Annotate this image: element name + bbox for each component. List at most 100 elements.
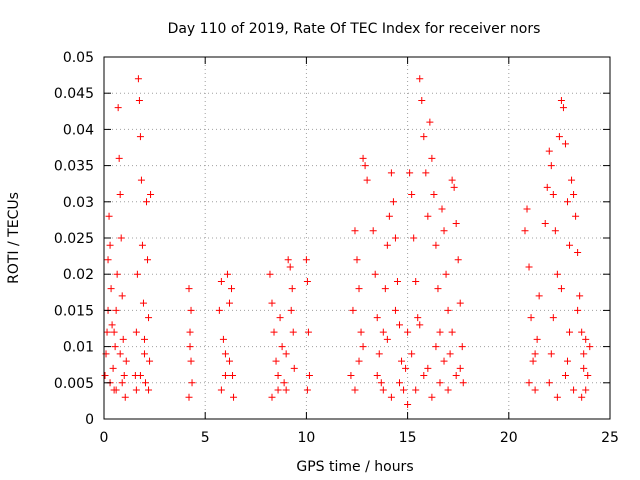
data-point [145,314,153,322]
data-point [280,379,288,387]
data-point [400,386,408,394]
data-point [119,335,127,343]
data-point [383,241,391,249]
data-point [549,191,557,199]
data-point [303,386,311,394]
data-point [432,241,440,249]
data-point [545,379,553,387]
data-point [418,96,426,104]
data-point [566,241,574,249]
data-point [225,299,233,307]
data-point [547,350,555,358]
data-point [580,350,588,358]
y-tick-label: 0.015 [54,303,94,319]
data-point [434,285,442,293]
data-point [111,343,119,351]
y-tick-label: 0.045 [54,86,94,102]
data-point [302,256,310,264]
data-point [287,306,295,314]
data-point [383,335,391,343]
data-point [547,162,555,170]
y-tick-label: 0.02 [63,267,94,283]
data-point [217,277,225,285]
data-point [147,191,155,199]
data-point [561,140,569,148]
data-point [215,306,223,314]
data-point [144,256,152,264]
data-point [396,321,404,329]
data-point [118,379,126,387]
data-point [284,256,292,264]
data-point [140,335,148,343]
data-point [121,393,129,401]
data-point [420,133,428,141]
data-point [116,350,124,358]
data-point [268,393,276,401]
data-point [268,299,276,307]
data-point [424,212,432,220]
data-point [115,154,123,162]
x-tick-label: 5 [201,430,210,446]
axis-ticks: 0 0.005 0.01 0.015 0.02 0.025 0.03 0.035 0.04 0.0… [54,50,619,446]
y-tick-label: 0.025 [54,231,94,247]
data-point [553,393,561,401]
data-point [108,321,116,329]
data-point [389,198,397,206]
data-point [188,379,196,387]
data-point [404,401,412,409]
data-point [304,328,312,336]
data-point [351,386,359,394]
data-point [140,350,148,358]
data-point [221,372,229,380]
data-point [396,379,404,387]
data-point [448,328,456,336]
data-point [582,386,590,394]
data-point [574,306,582,314]
data-point [402,364,410,372]
data-point [122,357,130,365]
y-tick-label: 0.035 [54,159,94,175]
data-point [559,104,567,112]
data-point [393,277,401,285]
data-point [105,212,113,220]
data-point [428,154,436,162]
data-point [276,314,284,322]
data-point [369,227,377,235]
data-point [145,386,153,394]
data-point [219,335,227,343]
data-point [436,328,444,336]
data-point [428,393,436,401]
data-point [186,343,194,351]
data-point [359,154,367,162]
data-point [563,198,571,206]
data-point [228,285,236,293]
data-point [274,372,282,380]
data-point [568,176,576,184]
data-point [416,321,424,329]
data-point [440,227,448,235]
data-point [398,357,406,365]
data-point [138,241,146,249]
x-axis-title: GPS time / hours [296,459,413,475]
data-point [391,234,399,242]
data-point [305,372,313,380]
data-point [541,220,549,228]
chart-title: Day 110 of 2019, Rate Of TEC Index for r… [168,21,541,37]
data-point [551,227,559,235]
data-point [223,270,231,278]
data-point [563,357,571,365]
data-point [286,263,294,271]
data-point [101,372,109,380]
data-point [412,386,420,394]
data-point [139,299,147,307]
data-point [424,364,432,372]
data-point [132,328,140,336]
data-point [586,343,594,351]
data-point [408,350,416,358]
data-point [133,270,141,278]
data-point [146,357,154,365]
data-point [377,379,385,387]
data-point [141,379,149,387]
data-point [186,328,194,336]
